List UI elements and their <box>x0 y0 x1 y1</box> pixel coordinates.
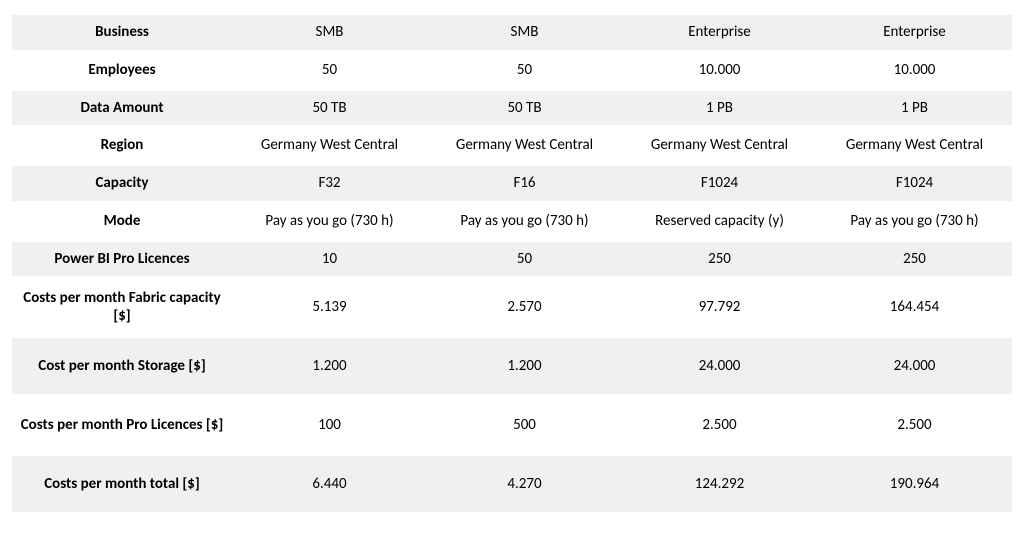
row-value: 190.964 <box>817 456 1012 512</box>
row-value: 250 <box>817 242 1012 277</box>
row-value: 164.454 <box>817 279 1012 335</box>
row-value: 10 <box>232 242 427 277</box>
row-label: Data Amount <box>12 91 232 126</box>
row-value: F1024 <box>817 166 1012 201</box>
row-value: F32 <box>232 166 427 201</box>
row-value: Enterprise <box>817 15 1012 50</box>
row-value: 97.792 <box>622 279 817 335</box>
row-label: Costs per month Fabric capacity [$] <box>12 279 232 335</box>
table-row: Employees505010.00010.000 <box>12 53 1012 88</box>
row-label: Employees <box>12 53 232 88</box>
row-value: 100 <box>232 397 427 453</box>
row-value: 50 TB <box>232 91 427 126</box>
row-label: Costs per month total [$] <box>12 456 232 512</box>
row-value: Enterprise <box>622 15 817 50</box>
table-row: Data Amount50 TB50 TB1 PB1 PB <box>12 91 1012 126</box>
row-value: 124.292 <box>622 456 817 512</box>
row-value: 1.200 <box>232 338 427 394</box>
table-row: Power BI Pro Licences1050250250 <box>12 242 1012 277</box>
row-value: Germany West Central <box>622 128 817 163</box>
row-value: 1.200 <box>427 338 622 394</box>
row-label: Business <box>12 15 232 50</box>
row-label: Costs per month Pro Licences [$] <box>12 397 232 453</box>
row-value: Pay as you go (730 h) <box>817 204 1012 239</box>
row-value: 500 <box>427 397 622 453</box>
table-row: Costs per month Fabric capacity [$]5.139… <box>12 279 1012 335</box>
row-value: 50 <box>427 53 622 88</box>
row-value: 24.000 <box>817 338 1012 394</box>
row-label: Mode <box>12 204 232 239</box>
row-value: Pay as you go (730 h) <box>427 204 622 239</box>
row-label: Cost per month Storage [$] <box>12 338 232 394</box>
table-row: Costs per month Pro Licences [$]1005002.… <box>12 397 1012 453</box>
row-value: 250 <box>622 242 817 277</box>
row-label: Region <box>12 128 232 163</box>
row-value: 24.000 <box>622 338 817 394</box>
row-value: Germany West Central <box>817 128 1012 163</box>
row-value: 1 PB <box>817 91 1012 126</box>
row-value: SMB <box>232 15 427 50</box>
table-row: ModePay as you go (730 h)Pay as you go (… <box>12 204 1012 239</box>
row-value: Germany West Central <box>232 128 427 163</box>
row-value: Reserved capacity (y) <box>622 204 817 239</box>
table-row: Costs per month total [$]6.4404.270124.2… <box>12 456 1012 512</box>
row-value: 5.139 <box>232 279 427 335</box>
table-row: RegionGermany West CentralGermany West C… <box>12 128 1012 163</box>
row-label: Capacity <box>12 166 232 201</box>
row-value: 50 <box>232 53 427 88</box>
row-value: 2.570 <box>427 279 622 335</box>
row-value: 50 TB <box>427 91 622 126</box>
cost-comparison-table: BusinessSMBSMBEnterpriseEnterpriseEmploy… <box>12 12 1012 515</box>
row-value: SMB <box>427 15 622 50</box>
table-row: BusinessSMBSMBEnterpriseEnterprise <box>12 15 1012 50</box>
row-value: 10.000 <box>817 53 1012 88</box>
row-label: Power BI Pro Licences <box>12 242 232 277</box>
row-value: 2.500 <box>622 397 817 453</box>
table-row: CapacityF32F16F1024F1024 <box>12 166 1012 201</box>
table-row: Cost per month Storage [$]1.2001.20024.0… <box>12 338 1012 394</box>
row-value: 4.270 <box>427 456 622 512</box>
row-value: Pay as you go (730 h) <box>232 204 427 239</box>
row-value: Germany West Central <box>427 128 622 163</box>
row-value: 10.000 <box>622 53 817 88</box>
row-value: F16 <box>427 166 622 201</box>
row-value: 2.500 <box>817 397 1012 453</box>
row-value: 6.440 <box>232 456 427 512</box>
row-value: 50 <box>427 242 622 277</box>
row-value: F1024 <box>622 166 817 201</box>
row-value: 1 PB <box>622 91 817 126</box>
